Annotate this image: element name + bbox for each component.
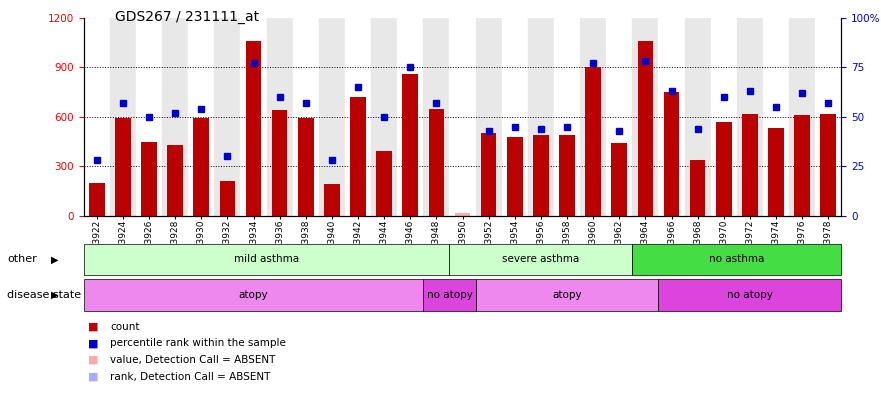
Bar	[606, 18, 633, 216]
Text: atopy: atopy	[552, 290, 581, 300]
Bar	[449, 244, 633, 275]
Bar	[476, 279, 658, 311]
Bar	[638, 41, 653, 216]
Text: ■: ■	[88, 355, 99, 365]
Bar	[397, 18, 424, 216]
Bar	[820, 114, 836, 216]
Text: severe asthma: severe asthma	[502, 254, 580, 265]
Bar	[424, 279, 476, 311]
Bar	[84, 244, 449, 275]
Bar	[559, 135, 575, 216]
Bar	[737, 18, 763, 216]
Text: mild asthma: mild asthma	[234, 254, 300, 265]
Bar	[716, 122, 731, 216]
Bar	[371, 18, 397, 216]
Bar	[533, 135, 549, 216]
Text: ▶: ▶	[51, 254, 59, 265]
Bar	[403, 74, 418, 216]
Bar	[611, 143, 627, 216]
Text: ■: ■	[88, 338, 99, 348]
Text: GDS267 / 231111_at: GDS267 / 231111_at	[115, 10, 259, 24]
Bar	[246, 41, 262, 216]
Text: count: count	[110, 322, 139, 332]
Text: value, Detection Call = ABSENT: value, Detection Call = ABSENT	[110, 355, 276, 365]
Bar	[795, 115, 810, 216]
Bar	[449, 18, 476, 216]
Text: ■: ■	[88, 371, 99, 382]
Bar	[89, 183, 105, 216]
Bar	[167, 145, 183, 216]
Bar	[350, 97, 366, 216]
Bar	[554, 18, 580, 216]
Bar	[189, 18, 214, 216]
Text: other: other	[7, 254, 37, 265]
Bar	[298, 118, 314, 216]
Bar	[815, 18, 841, 216]
Text: ▶: ▶	[51, 290, 59, 300]
Bar	[711, 18, 737, 216]
Bar	[84, 279, 424, 311]
Bar	[585, 67, 601, 216]
Text: percentile rank within the sample: percentile rank within the sample	[110, 338, 286, 348]
Bar	[633, 244, 841, 275]
Text: ■: ■	[88, 322, 99, 332]
Bar	[84, 18, 110, 216]
Bar	[424, 18, 449, 216]
Text: disease state: disease state	[7, 290, 81, 300]
Bar	[789, 18, 815, 216]
Bar	[162, 18, 189, 216]
Text: atopy: atopy	[239, 290, 269, 300]
Text: no atopy: no atopy	[426, 290, 472, 300]
Bar	[214, 18, 241, 216]
Bar	[633, 18, 658, 216]
Bar	[476, 18, 501, 216]
Bar	[658, 18, 685, 216]
Bar	[768, 128, 784, 216]
Bar	[241, 18, 267, 216]
Bar	[763, 18, 789, 216]
Bar	[272, 110, 287, 216]
Bar	[685, 18, 711, 216]
Bar	[742, 114, 758, 216]
Bar	[481, 133, 497, 216]
Bar	[219, 181, 235, 216]
Bar	[580, 18, 606, 216]
Bar	[507, 137, 522, 216]
Bar	[528, 18, 554, 216]
Bar	[455, 213, 470, 216]
Bar	[658, 279, 841, 311]
Bar	[115, 118, 130, 216]
Bar	[324, 185, 340, 216]
Text: no atopy: no atopy	[727, 290, 773, 300]
Bar	[141, 141, 157, 216]
Bar	[136, 18, 162, 216]
Bar	[292, 18, 319, 216]
Bar	[501, 18, 528, 216]
Bar	[663, 92, 679, 216]
Bar	[376, 151, 392, 216]
Text: no asthma: no asthma	[709, 254, 765, 265]
Bar	[110, 18, 136, 216]
Bar	[345, 18, 371, 216]
Bar	[194, 118, 209, 216]
Text: rank, Detection Call = ABSENT: rank, Detection Call = ABSENT	[110, 371, 270, 382]
Bar	[428, 109, 444, 216]
Bar	[319, 18, 345, 216]
Bar	[690, 160, 706, 216]
Bar	[267, 18, 292, 216]
